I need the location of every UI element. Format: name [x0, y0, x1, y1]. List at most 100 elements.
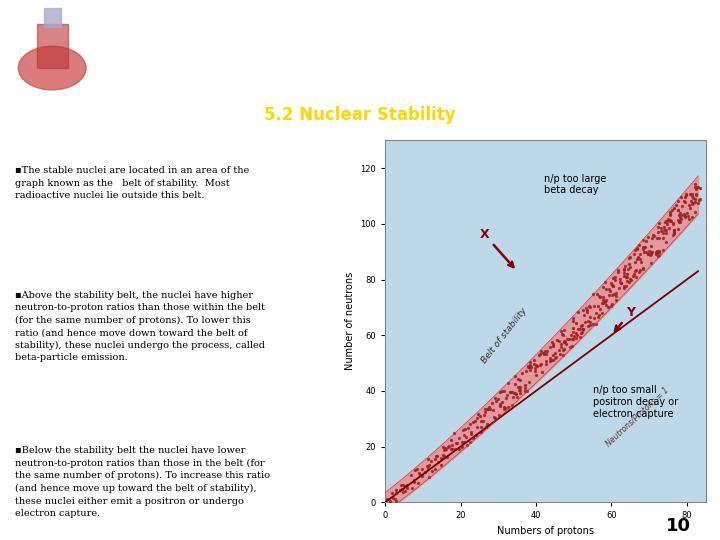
- Point: [638, 264, 649, 273]
- Point: [499, 404, 510, 413]
- Point: [469, 416, 481, 425]
- Point: [400, 482, 411, 490]
- Point: [465, 427, 477, 436]
- Point: [652, 234, 663, 242]
- Point: [494, 399, 505, 408]
- Point: [489, 413, 500, 421]
- Point: [634, 255, 646, 264]
- Point: [588, 302, 600, 310]
- Point: [629, 245, 641, 254]
- Point: [618, 284, 629, 293]
- Point: [660, 238, 671, 247]
- Point: [686, 212, 698, 221]
- Text: ▪The stable nuclei are located in an area of the
graph known as the   belt of st: ▪The stable nuclei are located in an are…: [14, 166, 249, 200]
- Point: [526, 363, 537, 372]
- Point: [645, 259, 657, 267]
- Point: [675, 208, 686, 217]
- Point: [475, 417, 487, 426]
- Point: [523, 378, 535, 387]
- Point: [577, 325, 589, 333]
- Point: [481, 405, 492, 414]
- Point: [562, 335, 573, 343]
- Point: [520, 367, 531, 375]
- Point: [572, 308, 584, 316]
- Point: [653, 234, 665, 242]
- Point: [555, 343, 567, 352]
- Point: [653, 219, 665, 228]
- Point: [438, 446, 450, 454]
- Point: [467, 434, 479, 442]
- Point: [588, 319, 599, 328]
- Point: [606, 281, 617, 289]
- Point: [600, 285, 611, 294]
- Point: [690, 190, 701, 199]
- Point: [638, 243, 649, 252]
- Point: [644, 251, 656, 259]
- Point: [648, 231, 660, 240]
- Point: [548, 340, 559, 348]
- Point: [512, 374, 523, 383]
- Point: [557, 331, 569, 340]
- Point: [486, 399, 498, 408]
- Point: [677, 201, 688, 210]
- Point: [603, 303, 614, 312]
- Point: [686, 192, 698, 200]
- Point: [607, 282, 618, 291]
- Point: [590, 319, 601, 328]
- Point: [390, 485, 402, 494]
- Point: [674, 217, 685, 226]
- Point: [382, 494, 393, 503]
- Text: n/p too small
positron decay or
electron capture: n/p too small positron decay or electron…: [593, 386, 678, 418]
- Point: [395, 480, 407, 489]
- Point: [529, 363, 541, 372]
- Point: [594, 292, 606, 301]
- Point: [657, 234, 668, 242]
- Point: [600, 300, 612, 309]
- Point: [680, 213, 691, 222]
- Point: [503, 403, 514, 411]
- Point: [448, 429, 459, 437]
- Point: [504, 387, 516, 396]
- Point: [395, 486, 406, 495]
- Point: [643, 247, 654, 255]
- Point: [529, 367, 541, 375]
- Point: [567, 323, 579, 332]
- Point: [621, 272, 632, 281]
- Point: [653, 246, 665, 255]
- Point: [593, 310, 605, 319]
- Point: [470, 430, 482, 439]
- Point: [429, 465, 441, 474]
- Point: [618, 272, 630, 280]
- Point: [693, 196, 705, 205]
- Point: [624, 254, 635, 262]
- Point: [672, 206, 684, 214]
- Point: [467, 418, 479, 427]
- Point: [680, 190, 691, 198]
- Point: [459, 431, 470, 440]
- Point: [454, 434, 465, 443]
- Point: [384, 498, 396, 507]
- Point: [608, 282, 619, 291]
- Point: [498, 403, 510, 411]
- Point: [599, 298, 611, 306]
- Point: [541, 357, 552, 366]
- Point: [435, 454, 446, 463]
- Point: [482, 405, 494, 414]
- Point: [594, 304, 606, 313]
- Point: [605, 302, 616, 310]
- Point: [624, 278, 635, 287]
- Point: [546, 338, 558, 347]
- Point: [668, 225, 680, 234]
- Point: [505, 387, 517, 396]
- Point: [639, 242, 651, 251]
- Point: [665, 211, 676, 220]
- Point: [596, 309, 608, 318]
- Bar: [44, 8, 60, 27]
- Point: [508, 388, 520, 397]
- Point: [683, 214, 695, 223]
- X-axis label: Numbers of protons: Numbers of protons: [497, 526, 594, 536]
- Point: [503, 379, 514, 388]
- Point: [495, 388, 506, 396]
- Point: [524, 361, 536, 370]
- Point: [581, 308, 593, 316]
